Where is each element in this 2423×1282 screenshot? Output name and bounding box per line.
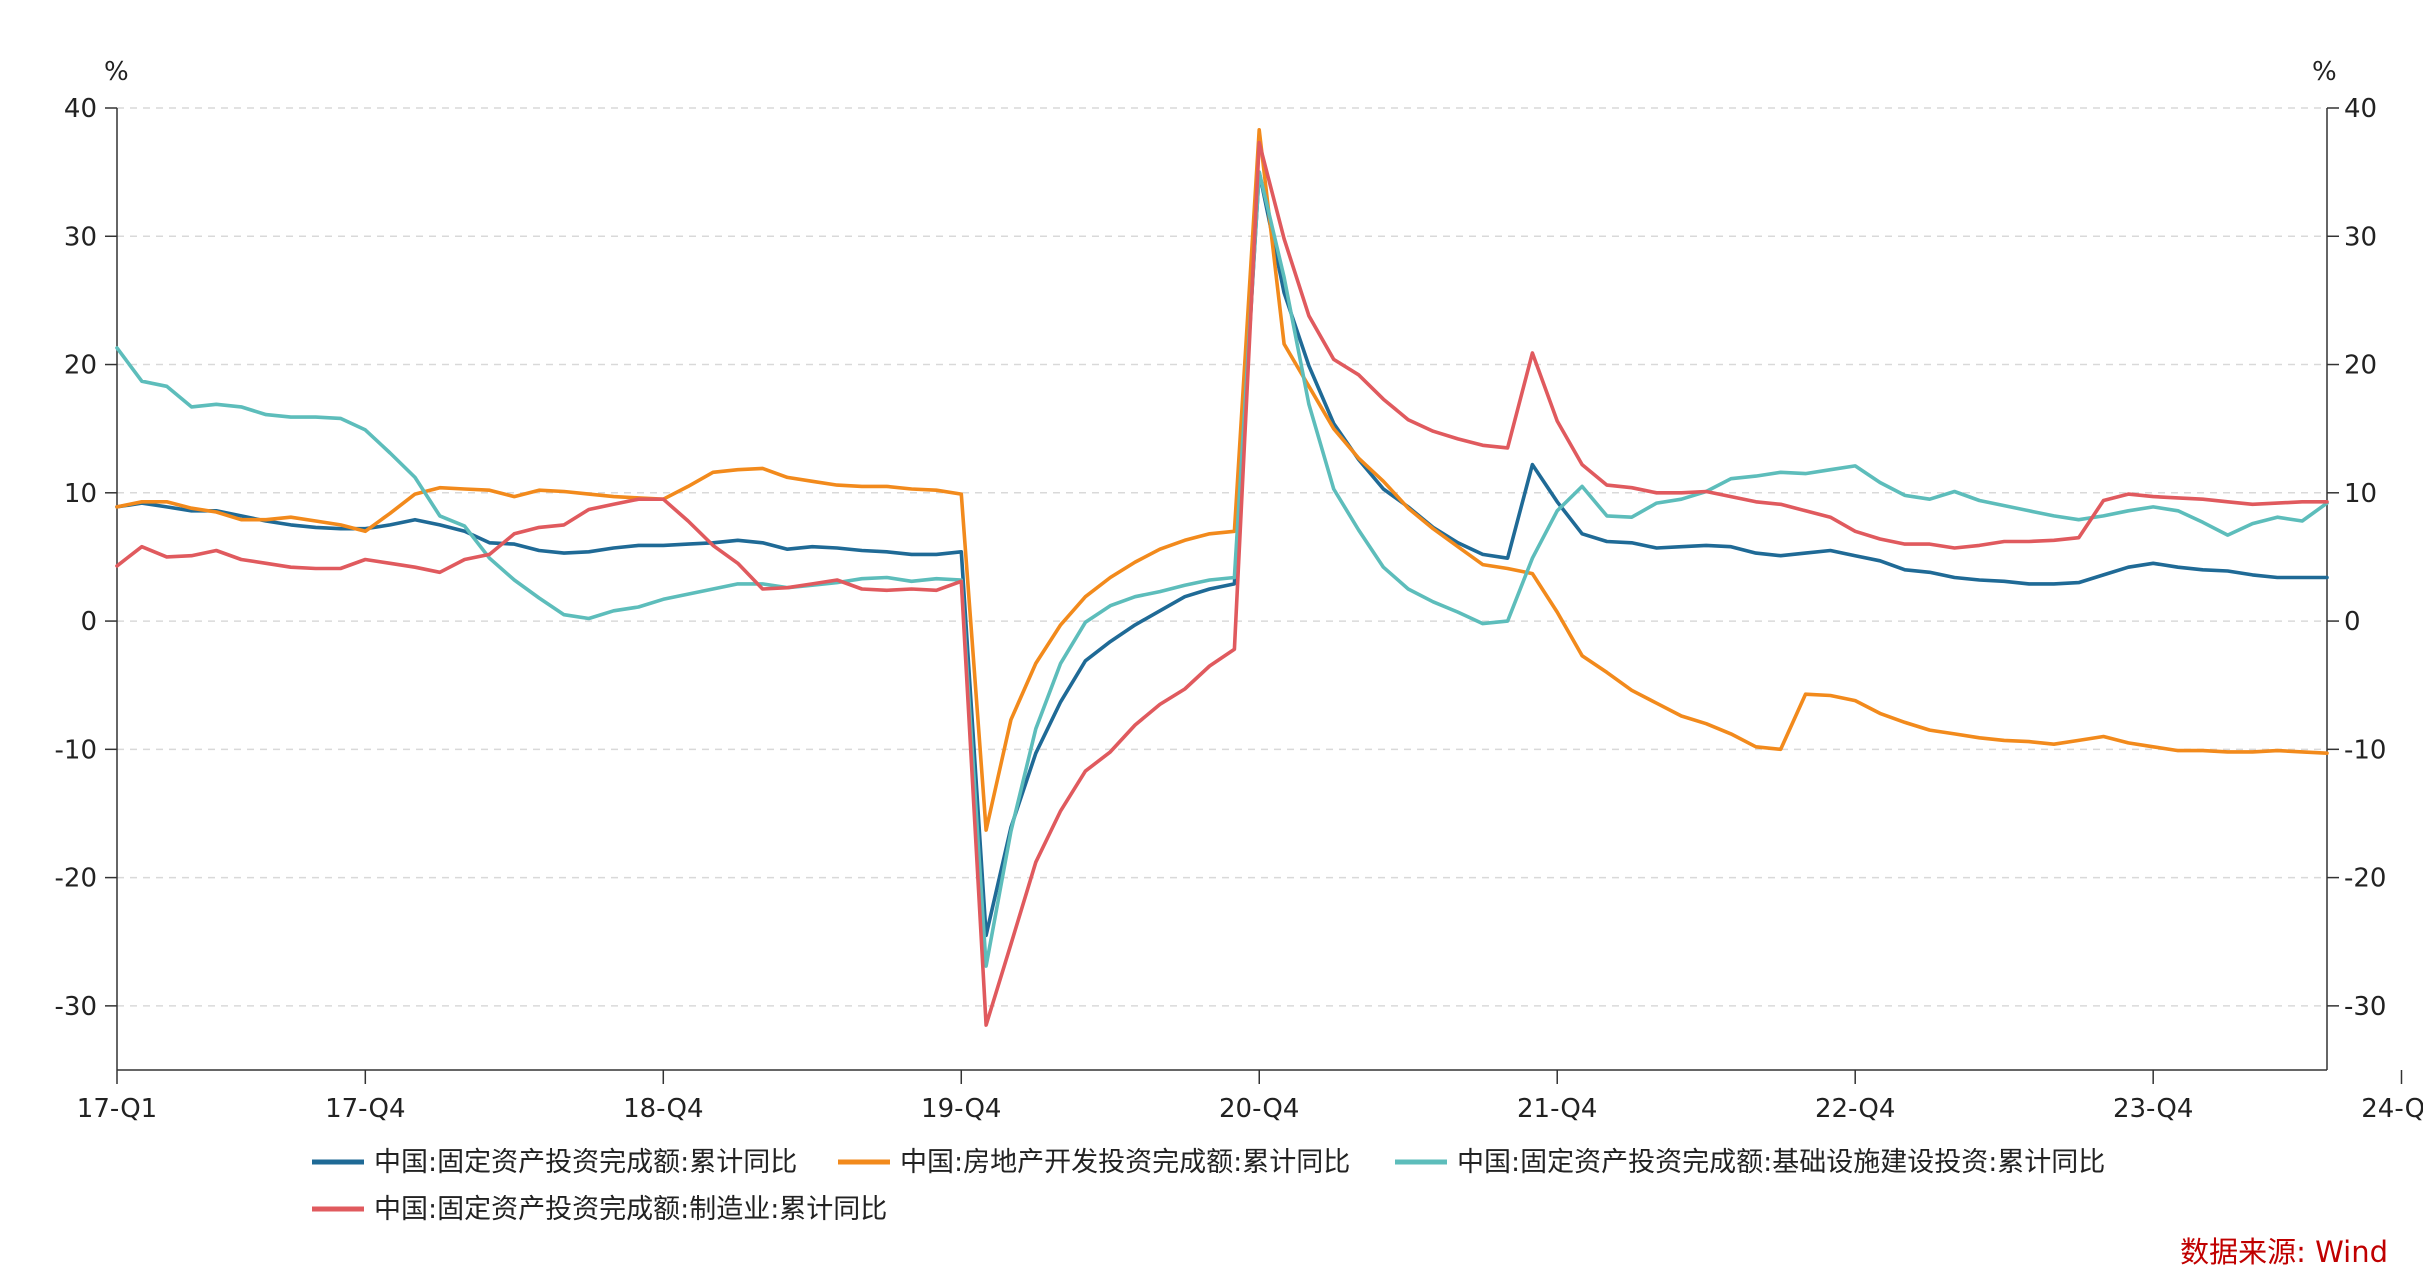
right-y-unit: % (2312, 57, 2337, 87)
y-ticks: 40 40 30 30 20 20 10 10 0 0 -10 -10 -20 -20 -30 -30 (55, 94, 2387, 1022)
right-y-tick-label: 10 (2344, 479, 2377, 509)
left-y-tick-label: -30 (55, 992, 97, 1022)
legend-label: 中国:房地产开发投资完成额:累计同比 (900, 1147, 1350, 1178)
x-tick-label: 17-Q1 (77, 1094, 157, 1124)
x-tick-label: 17-Q4 (325, 1094, 405, 1124)
series-line-3 (115, 170, 2329, 968)
right-y-tick-label: -30 (2344, 992, 2386, 1022)
legend-label: 中国:固定资产投资完成额:制造业:累计同比 (374, 1194, 887, 1225)
x-tick-label: 20-Q4 (1219, 1094, 1299, 1124)
right-y-tick-label: 40 (2344, 94, 2377, 124)
left-y-tick-label: -20 (55, 864, 97, 894)
series-line-2 (115, 128, 2329, 832)
left-y-tick-label: 30 (64, 222, 97, 252)
legend: 中国:固定资产投资完成额:累计同比 中国:房地产开发投资完成额:累计同比 中国:固定… (312, 1147, 2105, 1225)
right-y-tick-label: 30 (2344, 222, 2377, 252)
legend-label: 中国:固定资产投资完成额:累计同比 (374, 1147, 797, 1178)
left-y-tick-label: -10 (55, 735, 97, 765)
x-tick-label: 18-Q4 (623, 1094, 703, 1124)
left-y-unit: % (104, 57, 129, 87)
x-tick-label: 22-Q4 (1815, 1094, 1895, 1124)
right-y-tick-label: -10 (2344, 735, 2386, 765)
left-y-tick-label: 10 (64, 479, 97, 509)
source-label: 数据来源: Wind (2180, 1235, 2388, 1269)
x-tick-label: 21-Q4 (1517, 1094, 1597, 1124)
series-line-1 (115, 170, 2329, 938)
x-ticks: 17-Q1 17-Q4 18-Q4 19-Q4 20-Q4 21-Q4 22-Q4 23-Q4… (77, 1070, 2423, 1124)
left-y-tick-label: 0 (80, 607, 97, 637)
x-tick-label: 24-Q4 (2361, 1094, 2423, 1124)
legend-label: 中国:固定资产投资完成额:基础设施建设投资:累计同比 (1457, 1147, 2105, 1178)
x-tick-label: 23-Q4 (2113, 1094, 2193, 1124)
gridlines (117, 107, 2327, 1007)
left-y-tick-label: 40 (64, 94, 97, 124)
series-line-4 (115, 140, 2329, 1027)
series-lines (115, 128, 2329, 1027)
right-y-tick-label: -20 (2344, 864, 2386, 894)
right-y-tick-label: 0 (2344, 607, 2361, 637)
axes: % % (104, 57, 2337, 1071)
x-tick-label: 19-Q4 (921, 1094, 1001, 1124)
left-y-tick-label: 20 (64, 351, 97, 381)
right-y-tick-label: 20 (2344, 351, 2377, 381)
